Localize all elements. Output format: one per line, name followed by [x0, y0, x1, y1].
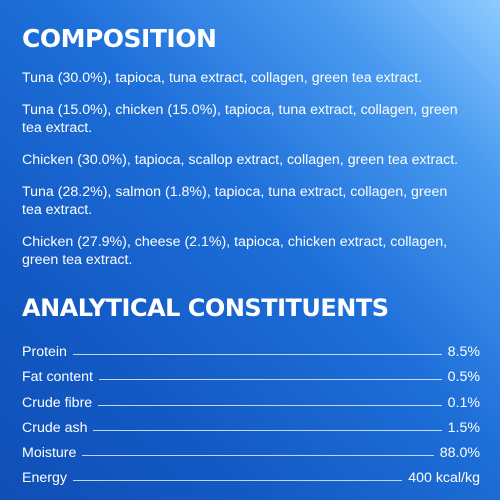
constituent-value: 1.5% — [447, 419, 480, 436]
leader-line — [82, 454, 434, 456]
constituent-name: Moisture — [22, 444, 77, 461]
constituent-name: Energy — [22, 470, 67, 487]
leader-line — [93, 429, 442, 431]
leader-line — [72, 354, 442, 356]
composition-recipe-5: Chicken (27.9%), cheese (2.1%), tapioca,… — [22, 234, 448, 268]
constituent-row-energy: Energy 400 kcal/kg — [22, 461, 480, 486]
constituent-name: Protein — [22, 344, 67, 361]
constituent-value: 0.1% — [447, 394, 480, 411]
constituent-row-fat-content: Fat content 0.5% — [22, 360, 480, 385]
leader-line — [98, 404, 442, 406]
analytical-constituents-heading: ANALYTICAL CONSTITUENTS — [22, 294, 389, 322]
constituent-name: Crude ash — [22, 419, 88, 436]
constituent-row-protein: Protein 8.5% — [22, 335, 480, 360]
composition-heading: COMPOSITION — [22, 24, 217, 53]
composition-recipe-3: Chicken (30.0%), tapioca, scallop extrac… — [22, 152, 459, 168]
constituent-row-crude-ash: Crude ash 1.5% — [22, 411, 480, 436]
constituent-name: Crude fibre — [22, 394, 93, 411]
constituent-row-moisture: Moisture 88.0% — [22, 436, 480, 461]
constituent-value: 400 kcal/kg — [408, 470, 480, 487]
constituent-name: Fat content — [22, 369, 93, 386]
composition-recipe-1: Tuna (30.0%), tapioca, tuna extract, col… — [22, 70, 423, 86]
composition-recipe-2: Tuna (15.0%), chicken (15.0%), tapioca, … — [22, 102, 458, 136]
leader-line — [98, 379, 442, 381]
composition-recipe-4: Tuna (28.2%), salmon (1.8%), tapioca, tu… — [22, 184, 448, 218]
constituent-value: 88.0% — [439, 444, 480, 461]
constituent-row-crude-fibre: Crude fibre 0.1% — [22, 385, 480, 411]
analytical-constituents-table: Protein 8.5% Fat content 0.5% Crude fibr… — [22, 335, 480, 486]
leader-line — [72, 480, 403, 482]
constituent-value: 8.5% — [447, 344, 480, 361]
constituent-value: 0.5% — [447, 369, 480, 386]
